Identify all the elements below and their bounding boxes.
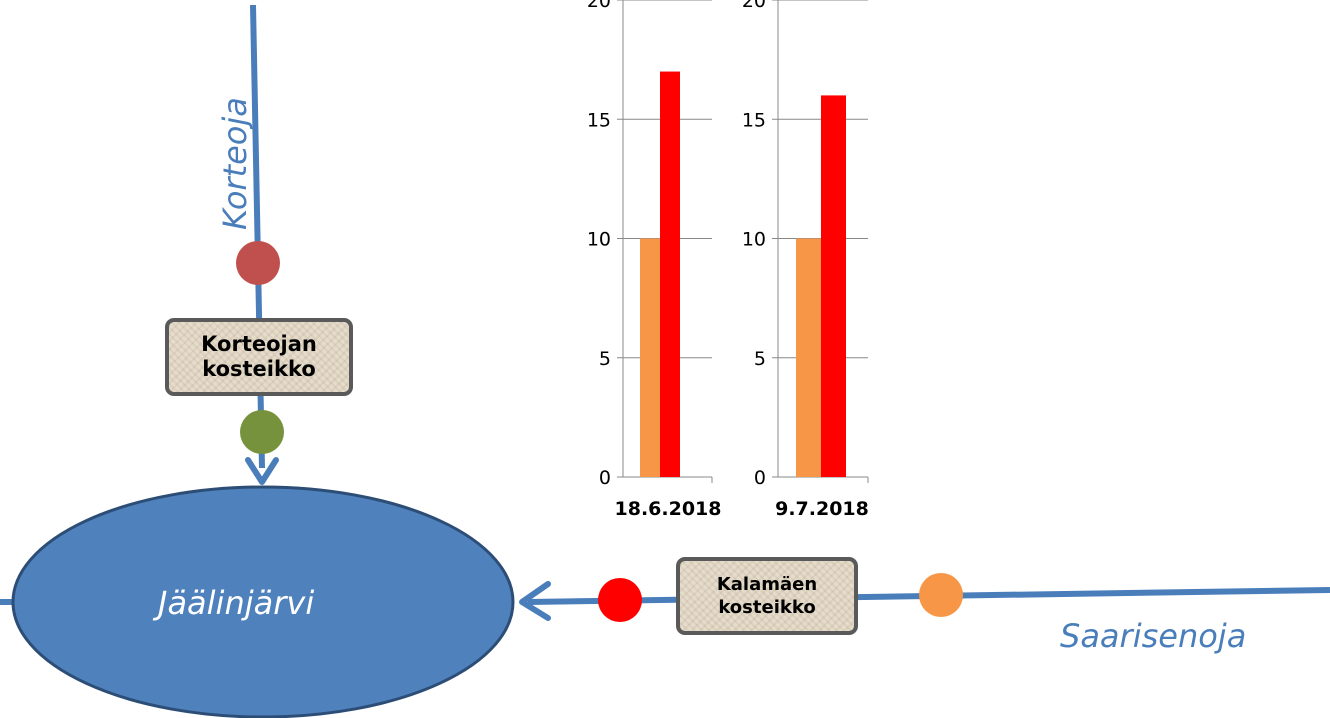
korteoja-wetland-box: Korteojan kosteikko <box>165 318 353 396</box>
y-tick-label: 20 <box>742 0 766 12</box>
y-tick-label: 10 <box>742 229 766 251</box>
y-tick-label: 15 <box>742 109 766 131</box>
lake-label: Jäälinjärvi <box>158 584 315 622</box>
y-tick-label: 10 <box>587 229 611 251</box>
kalamaki-wetland-box: Kalamäen kosteikko <box>676 557 858 635</box>
sampling-point-korteoja-downstream <box>240 410 284 454</box>
saarisenoja-label: Saarisenoja <box>1060 617 1247 655</box>
bar-chart-18-6-2018: 0 5 10 15 20 18.6.2018 <box>587 0 722 520</box>
bar-chart-9-7-2018: 0 5 10 15 20 9.7.2018 <box>742 0 869 520</box>
lake-ellipse <box>11 485 515 718</box>
y-tick-label: 15 <box>587 109 611 131</box>
korteoja-stream-line <box>250 4 265 469</box>
y-tick-label: 0 <box>754 467 766 489</box>
bar-series-2 <box>660 71 680 478</box>
x-category-label: 18.6.2018 <box>615 498 722 520</box>
bar-series-2 <box>821 95 846 478</box>
y-tick-label: 20 <box>587 0 611 12</box>
korteoja-wetland-label: Korteojan kosteikko <box>201 332 317 381</box>
saarisenoja-arrowhead <box>519 581 551 621</box>
sampling-point-korteoja-upstream <box>236 241 280 285</box>
kalamaki-wetland-label: Kalamäen kosteikko <box>716 574 818 618</box>
korteoja-label: Korteoja <box>216 97 254 230</box>
y-tick-label: 5 <box>754 348 766 370</box>
sampling-point-kalamaki-downstream <box>598 578 642 622</box>
x-category-label: 9.7.2018 <box>775 498 869 520</box>
sampling-point-saarisenoja-upstream <box>919 573 963 617</box>
y-tick-label: 5 <box>599 348 611 370</box>
bar-series-1 <box>640 238 660 477</box>
korteoja-arrowhead <box>245 457 279 485</box>
y-tick-label: 0 <box>599 467 611 489</box>
bar-series-1 <box>796 238 821 477</box>
